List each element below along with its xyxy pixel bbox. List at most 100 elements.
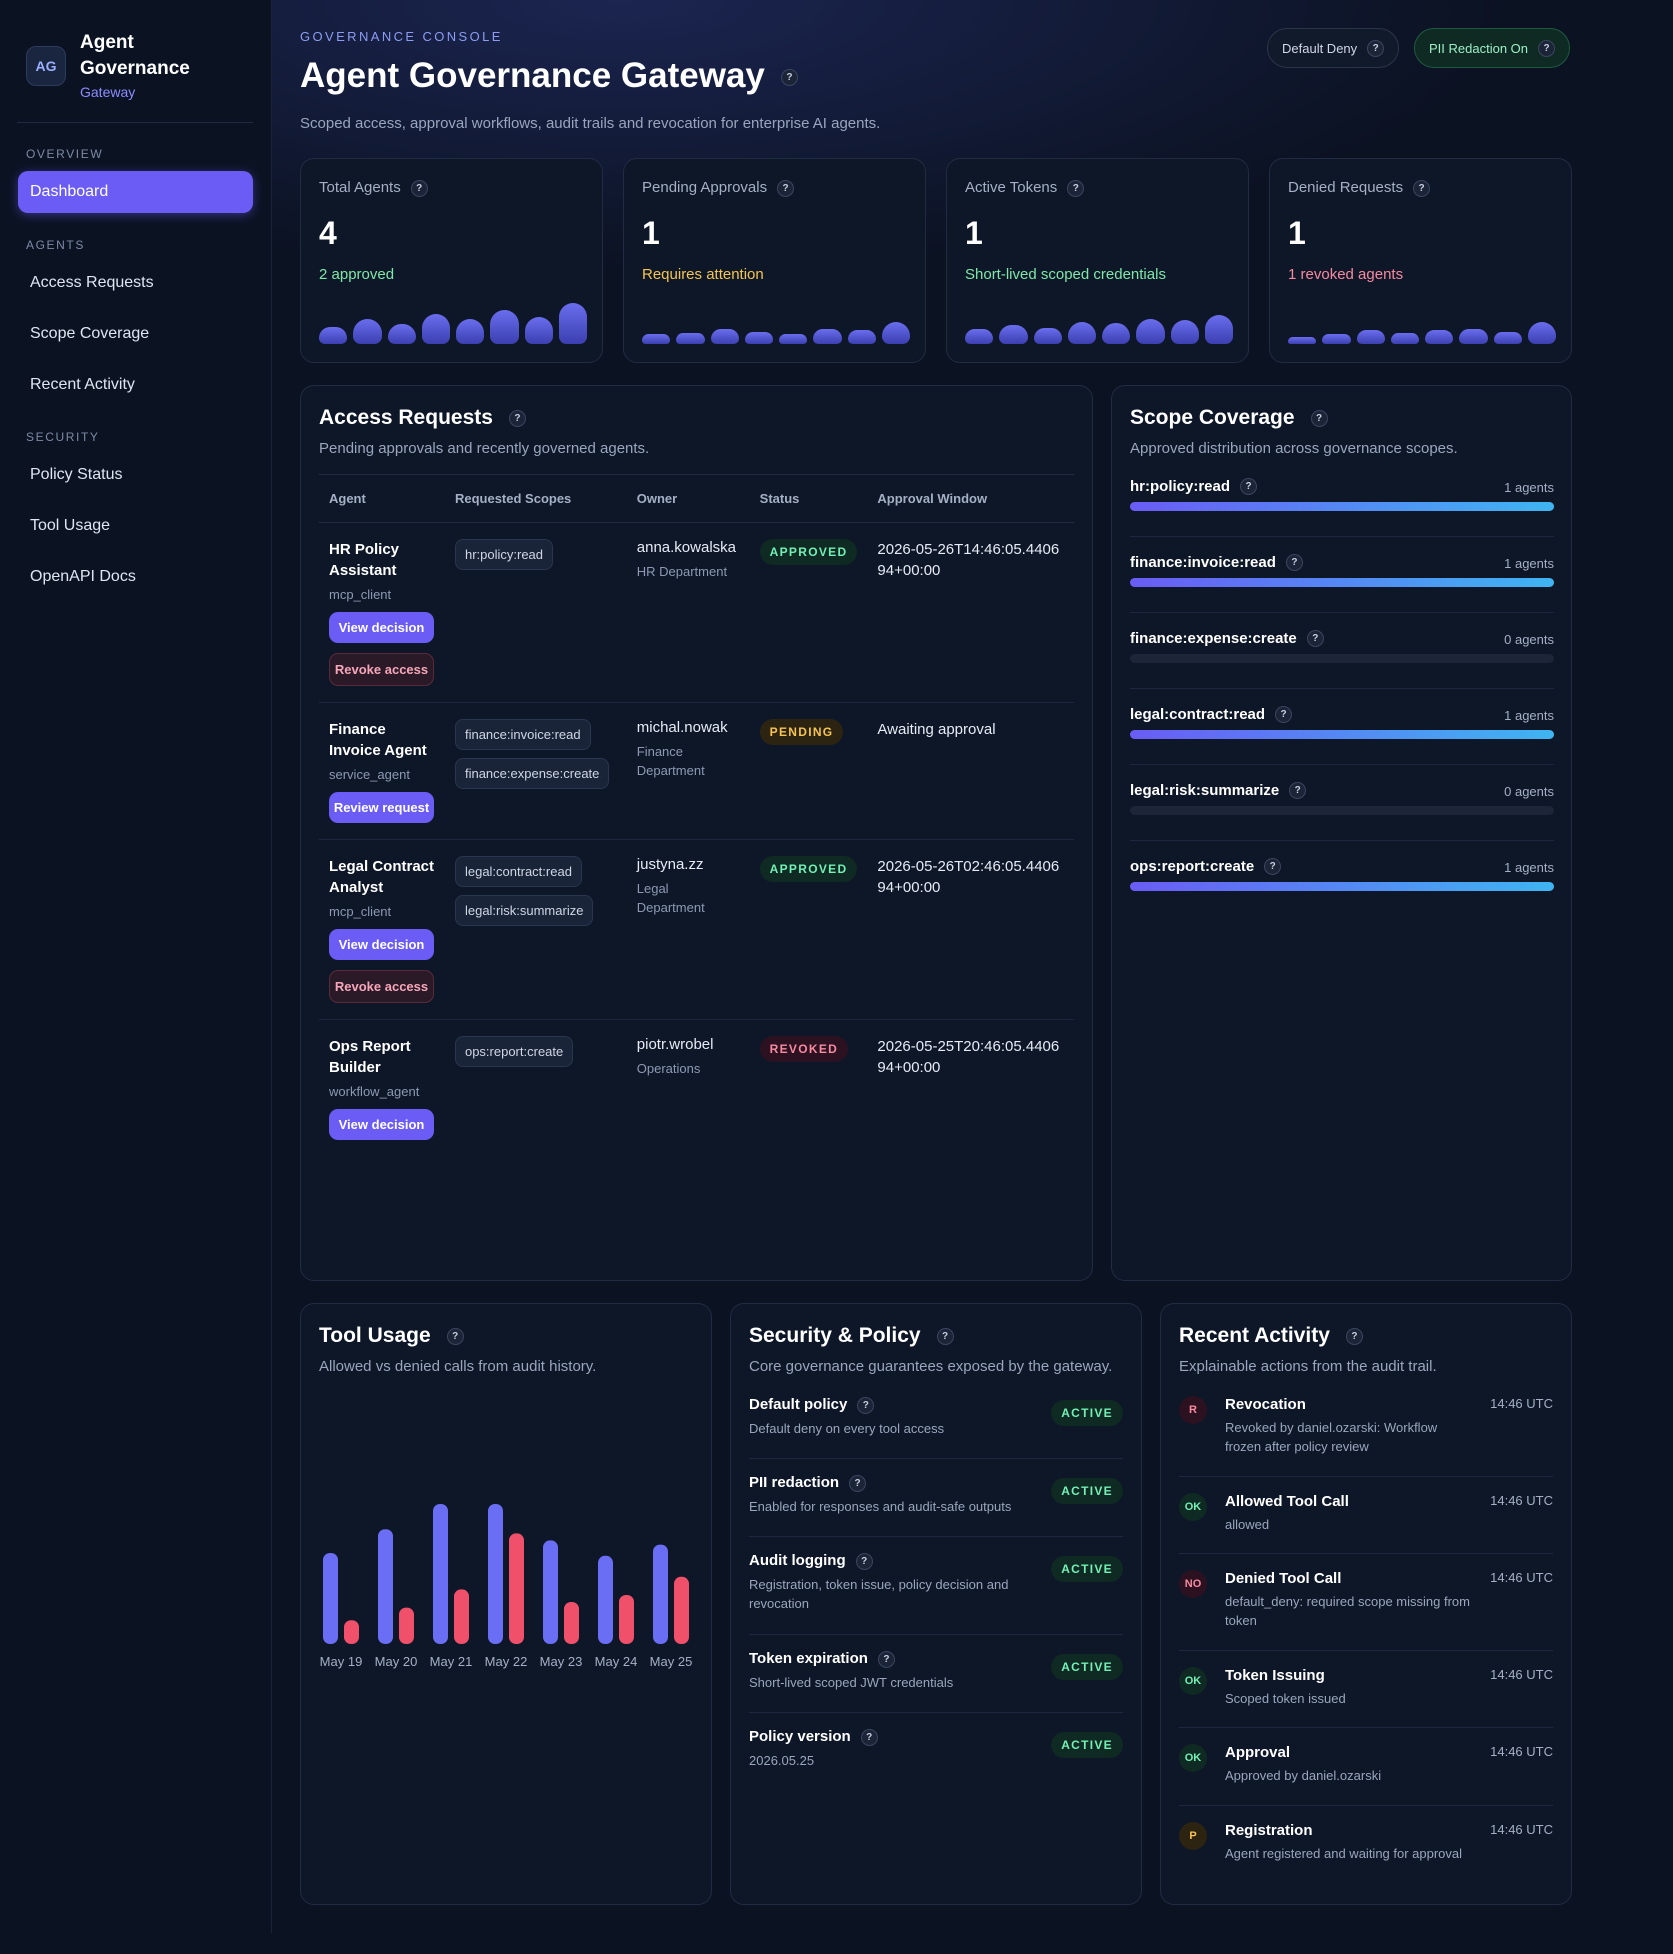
stat-label: Total Agents? <box>319 179 428 197</box>
activity-time: 14:46 UTC <box>1490 1570 1553 1585</box>
access-requests-title: Access Requests? <box>319 406 526 430</box>
help-icon[interactable]: ? <box>1310 409 1328 427</box>
policy-row: Policy version? 2026.05.25 ACTIVE <box>749 1728 1123 1770</box>
approval-window-cell: 2026-05-26T02:46:05.440694+00:00 <box>867 839 1074 1020</box>
activity-divider <box>1179 1650 1553 1651</box>
help-icon[interactable]: ? <box>1289 782 1307 800</box>
column-header: Approval Window <box>867 474 1074 523</box>
coverage-row: legal:risk:summarize? 0 agents <box>1130 782 1554 815</box>
denied-bar <box>564 1602 579 1644</box>
policy-description: Registration, token issue, policy decisi… <box>749 1576 1009 1611</box>
security-policy-title-text: Security & Policy <box>749 1324 921 1347</box>
policy-row: Audit logging? Registration, token issue,… <box>749 1552 1123 1613</box>
view-decision-button[interactable]: View decision <box>329 1109 434 1140</box>
pii-redaction-pill[interactable]: PII Redaction On? <box>1414 28 1570 68</box>
sidebar-item-access-requests[interactable]: Access Requests <box>30 274 154 291</box>
sparkline-bar <box>1390 333 1419 344</box>
activity-title: Token Issuing <box>1225 1667 1325 1684</box>
sidebar-item-recent-activity[interactable]: Recent Activity <box>30 376 135 393</box>
help-icon[interactable]: ? <box>1306 630 1324 648</box>
help-icon[interactable]: ? <box>936 1327 954 1345</box>
page-title: Agent Governance Gateway? <box>300 56 798 96</box>
sidebar-item-policy-status[interactable]: Policy Status <box>30 466 123 483</box>
help-icon[interactable]: ? <box>1413 179 1431 197</box>
denied-bar <box>454 1589 469 1644</box>
revoke-access-button[interactable]: Revoke access <box>329 653 434 686</box>
policy-row: Token expiration? Short-lived scoped JWT … <box>749 1650 1123 1692</box>
help-icon[interactable]: ? <box>1275 706 1293 724</box>
help-icon[interactable]: ? <box>446 1327 464 1345</box>
sidebar: AG Agent Governance Gateway OVERVIEW Das… <box>0 0 272 1933</box>
help-icon[interactable]: ? <box>849 1474 867 1492</box>
denied-bar <box>509 1533 524 1644</box>
help-icon[interactable]: ? <box>1538 39 1555 57</box>
help-icon[interactable]: ? <box>508 409 526 427</box>
coverage-scope: finance:invoice:read <box>1130 554 1276 571</box>
sparkline-bar <box>1170 320 1199 344</box>
agent-cell: Finance Invoice Agent service_agent Review… <box>319 702 445 840</box>
recent-activity-subtitle: Explainable actions from the audit trail… <box>1179 1358 1437 1375</box>
help-icon[interactable]: ? <box>1345 1327 1363 1345</box>
help-icon[interactable]: ? <box>1264 858 1282 876</box>
help-icon[interactable]: ? <box>1067 179 1085 197</box>
help-icon[interactable]: ? <box>777 179 795 197</box>
policy-description: Enabled for responses and audit-safe out… <box>749 1498 1012 1514</box>
owner-department: Operations <box>636 1061 701 1076</box>
coverage-scope: hr:policy:read <box>1130 478 1231 495</box>
help-icon[interactable]: ? <box>1240 478 1258 496</box>
coverage-divider <box>1130 612 1554 613</box>
coverage-row: finance:expense:create? 0 agents <box>1130 630 1554 663</box>
coverage-divider <box>1130 688 1554 689</box>
sidebar-item-openapi-docs[interactable]: OpenAPI Docs <box>30 568 136 585</box>
stat-label: Active Tokens? <box>965 179 1085 197</box>
activity-title: Revocation <box>1225 1396 1306 1413</box>
view-decision-button[interactable]: Review request <box>329 792 434 823</box>
coverage-scope: legal:contract:read <box>1130 706 1266 723</box>
help-icon[interactable]: ? <box>877 1650 895 1668</box>
status-cell: APPROVED <box>749 839 868 1020</box>
coverage-scope: legal:risk:summarize <box>1130 782 1280 799</box>
stat-note: Short-lived scoped credentials <box>965 266 1166 283</box>
policy-name: Policy version? <box>749 1728 1123 1746</box>
agent-type: mcp_client <box>329 587 392 602</box>
stat-note: 1 revoked agents <box>1288 266 1404 283</box>
approval-window: 2026-05-25T20:46:05.440694+00:00 <box>877 1038 1060 1076</box>
stat-label: Pending Approvals? <box>642 179 795 197</box>
denied-bar <box>344 1620 359 1644</box>
stat-label-text: Active Tokens <box>965 179 1058 196</box>
view-decision-button[interactable]: View decision <box>329 929 434 960</box>
column-header: Status <box>749 474 868 523</box>
coverage-bar <box>1130 502 1554 511</box>
default-deny-pill[interactable]: Default Deny? <box>1267 28 1400 68</box>
owner-cell: michal.nowak Finance Department <box>626 702 750 840</box>
help-icon[interactable]: ? <box>1367 39 1385 57</box>
agent-type: service_agent <box>329 767 410 782</box>
sparkline-bar <box>1204 315 1233 344</box>
stat-card: Active Tokens? 1 Short-lived scoped creden… <box>946 158 1249 363</box>
sparkline-bar <box>744 331 773 344</box>
help-icon[interactable]: ? <box>855 1552 873 1570</box>
stat-value: 4 <box>319 215 337 251</box>
help-icon[interactable]: ? <box>857 1396 875 1414</box>
owner-cell: justyna.zz Legal Department <box>626 839 750 1020</box>
help-icon[interactable]: ? <box>1285 554 1303 572</box>
help-icon[interactable]: ? <box>860 1728 878 1746</box>
sidebar-item-dashboard[interactable]: Dashboard <box>18 171 253 213</box>
sparkline-bar <box>710 329 739 344</box>
scopes-cell: ops:report:create <box>445 1020 627 1157</box>
policy-status-badge: ACTIVE <box>1051 1732 1123 1758</box>
status-badge: PENDING <box>759 719 844 745</box>
allowed-bar <box>323 1553 338 1644</box>
sidebar-item-scope-coverage[interactable]: Scope Coverage <box>30 325 150 342</box>
revoke-access-button[interactable]: Revoke access <box>329 970 434 1003</box>
help-icon[interactable]: ? <box>410 179 428 197</box>
sidebar-item-tool-usage[interactable]: Tool Usage <box>30 517 111 534</box>
sparkline-bar <box>319 326 348 344</box>
access-requests-subtitle: Pending approvals and recently governed … <box>319 440 650 457</box>
coverage-count: 1 agents <box>1504 708 1554 723</box>
help-icon[interactable]: ? <box>780 69 798 87</box>
activity-title: Denied Tool Call <box>1225 1570 1342 1587</box>
coverage-scope: finance:expense:create <box>1130 630 1297 647</box>
view-decision-button[interactable]: View decision <box>329 612 434 643</box>
agent-cell: Ops Report Builder workflow_agent View dec… <box>319 1020 445 1157</box>
